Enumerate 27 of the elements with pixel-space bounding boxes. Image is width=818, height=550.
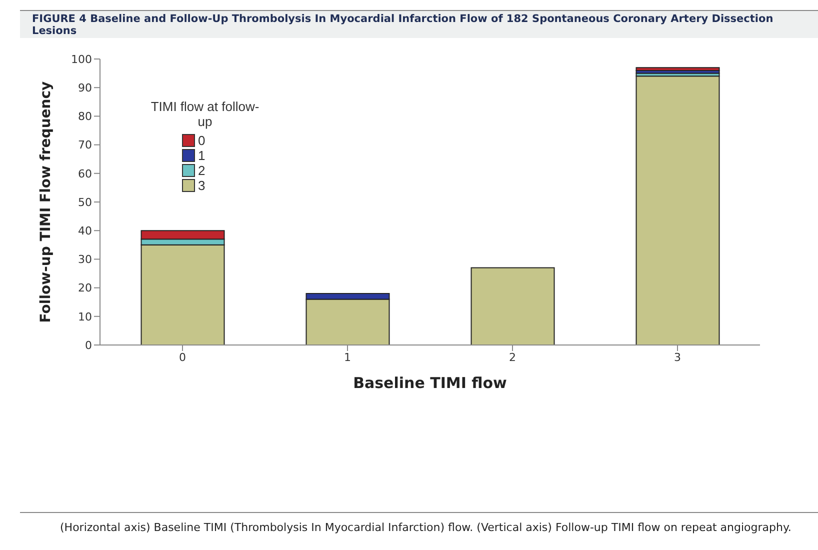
bar [636, 76, 720, 345]
x-tick-label: 3 [674, 350, 681, 364]
x-tick-label: 0 [179, 350, 186, 364]
y-tick-label: 80 [78, 110, 92, 124]
bar [636, 67, 720, 71]
legend-title: TIMI flow at follow-up [150, 99, 260, 129]
x-tick-label: 2 [509, 350, 516, 364]
y-tick-label: 50 [78, 196, 92, 209]
y-tick-label: 70 [78, 138, 92, 152]
legend-label: 0 [198, 133, 206, 148]
y-tick-label: 30 [78, 253, 92, 266]
y-tick-label: 0 [85, 338, 92, 352]
y-tick-label: 60 [78, 167, 92, 180]
legend-label: 1 [198, 148, 206, 163]
y-tick-label: 20 [78, 282, 92, 295]
x-axis-title: Baseline TIMI flow [353, 374, 508, 392]
y-tick-label: 40 [78, 224, 92, 238]
legend-label: 3 [198, 178, 206, 193]
x-tick-label: 1 [344, 350, 351, 364]
chart-title: FIGURE 4 Baseline and Follow-Up Thrombolysis In Myocardial Infarction Flow of 182 Spontaneous Coronary Artery Dissection Lesions [20, 10, 818, 38]
y-axis-title: Follow-up TIMI Flow frequency [38, 81, 54, 323]
bar [470, 267, 555, 345]
text: (Horizontal axis) Baseline TIMI (Thrombolysis In Myocardial Infarction) flow. (Vertical axis) Follow-up TIMI flow on repeat angiography. [60, 521, 792, 534]
y-tick-label: 100 [71, 52, 92, 66]
y-tick-label: 90 [78, 82, 92, 95]
legend-label: 2 [198, 163, 206, 178]
y-tick-label: 10 [78, 310, 92, 324]
